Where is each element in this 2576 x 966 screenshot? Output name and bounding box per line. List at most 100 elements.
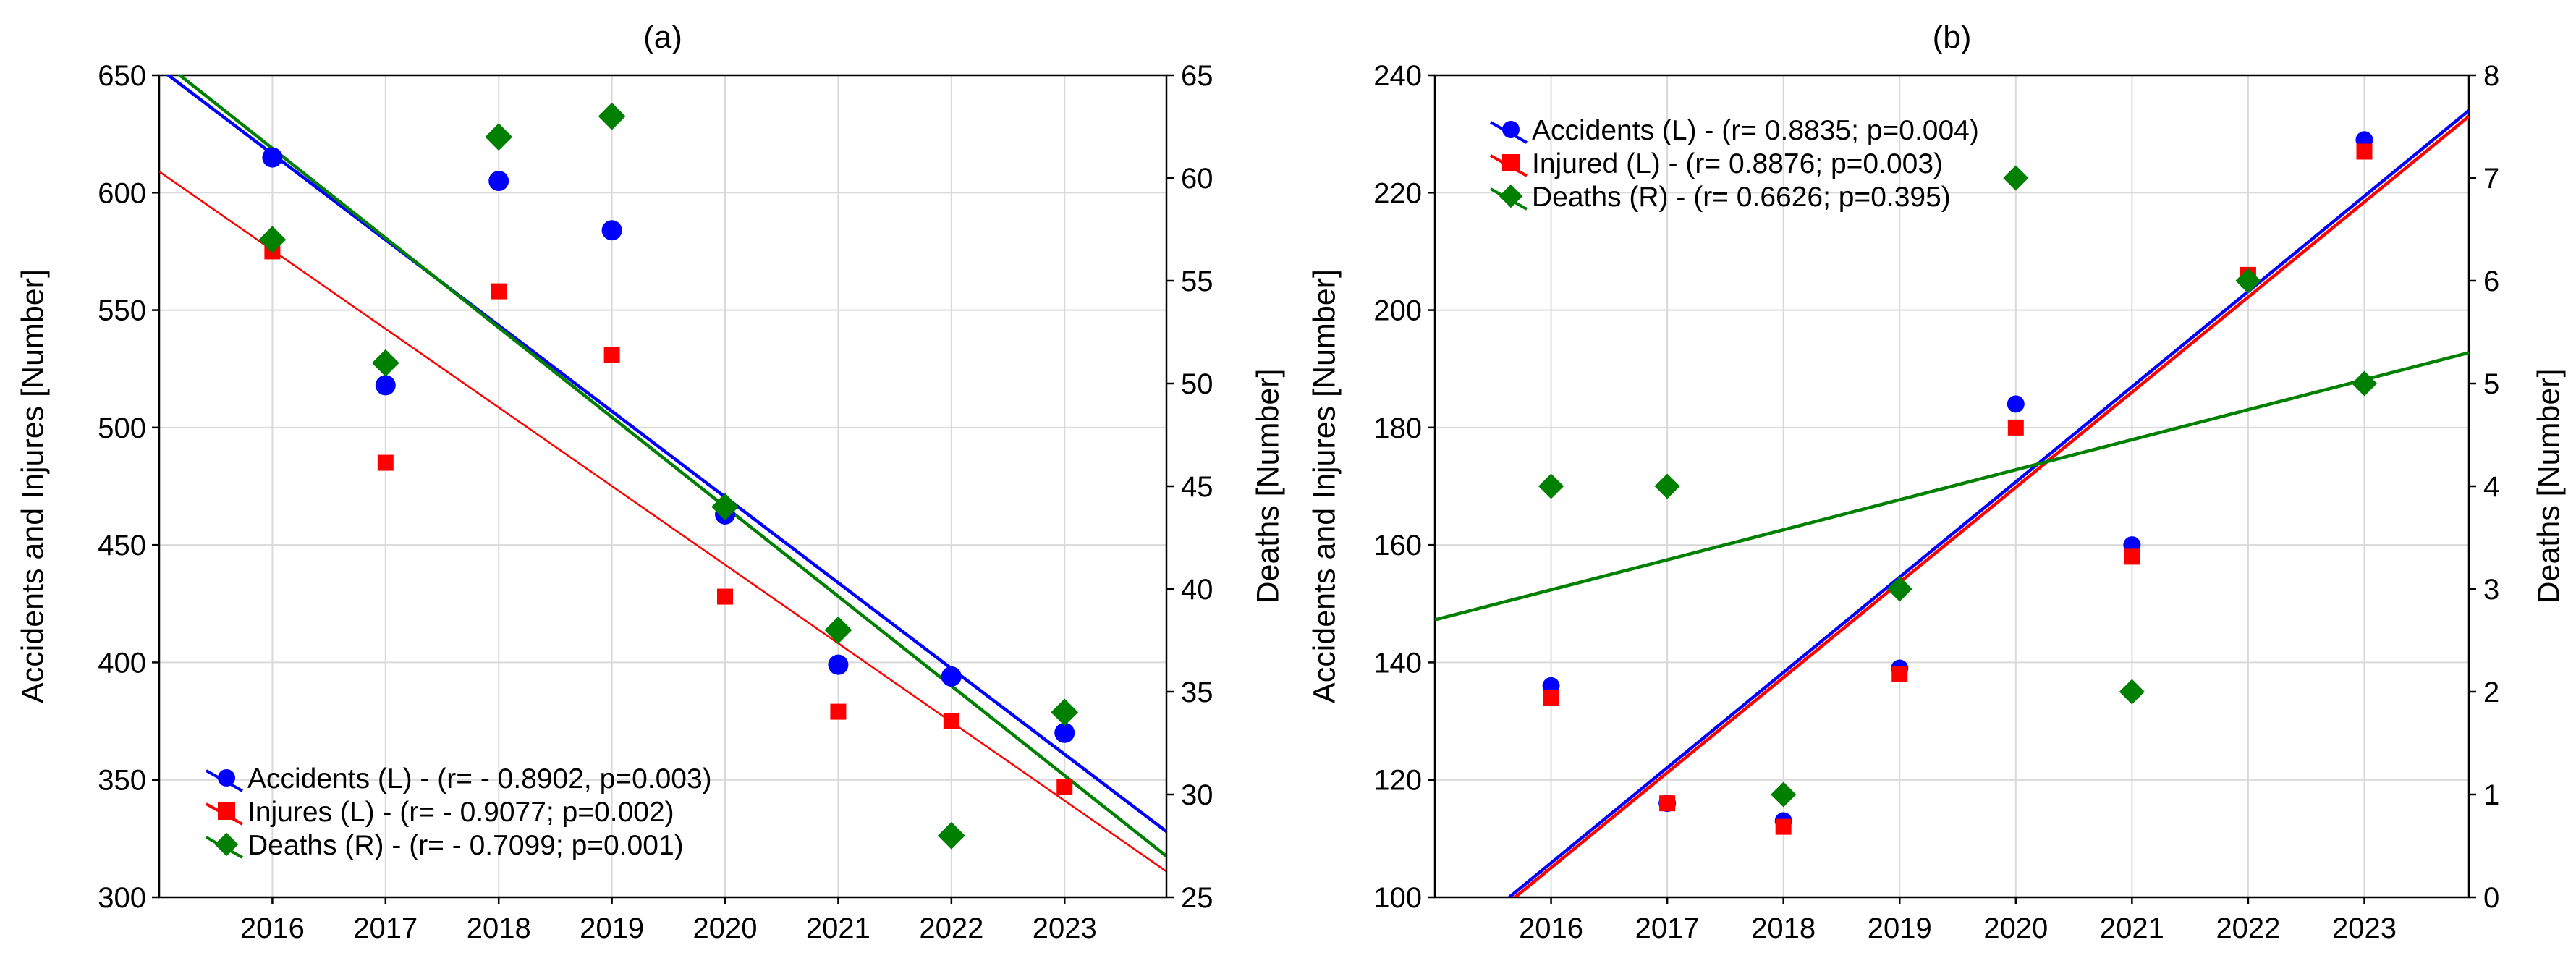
x-tick-label: 2017 xyxy=(1635,912,1700,944)
data-point xyxy=(601,220,622,241)
trend-line xyxy=(1514,115,2469,897)
data-point xyxy=(828,654,849,675)
y-right-tick-label: 60 xyxy=(1181,163,1213,195)
legend-marker xyxy=(218,802,235,820)
y-right-tick-label: 3 xyxy=(2483,574,2499,606)
data-point xyxy=(262,147,283,168)
data-point xyxy=(1886,576,1912,602)
y-right-tick-label: 7 xyxy=(2483,163,2499,195)
x-tick-label: 2020 xyxy=(693,912,758,944)
gridlines xyxy=(159,75,1166,898)
legend-label: Injures (L) - (r= - 0.9077; p=0.002) xyxy=(247,797,674,828)
y-left-tick-label: 160 xyxy=(1373,530,1422,562)
x-tick-label: 2018 xyxy=(1751,912,1816,944)
x-tick-label: 2021 xyxy=(806,912,870,944)
y-left-tick-label: 100 xyxy=(1373,882,1422,914)
data-point xyxy=(711,493,739,521)
y-left-tick-label: 200 xyxy=(1373,295,1422,327)
data-point xyxy=(1056,779,1073,795)
data-point xyxy=(1543,690,1559,706)
y-left-tick-label: 550 xyxy=(98,295,146,327)
trend-line xyxy=(166,75,1166,833)
data-point xyxy=(824,616,852,644)
data-point xyxy=(598,102,626,130)
x-tick-label: 2020 xyxy=(1983,912,2048,944)
y-left-tick-label: 600 xyxy=(98,177,146,209)
y-right-tick-label: 40 xyxy=(1181,574,1213,606)
trend-line xyxy=(1435,351,2469,622)
legend-label: Deaths (R) - (r= - 0.7099; p=0.001) xyxy=(247,830,684,861)
data-point xyxy=(1659,795,1676,812)
y-right-tick-label: 35 xyxy=(1181,677,1213,708)
data-point xyxy=(377,454,394,471)
y-right-tick-label: 55 xyxy=(1181,266,1213,297)
y-left-tick-label: 120 xyxy=(1373,765,1422,797)
data-point xyxy=(2356,143,2373,160)
y-right-tick-label: 50 xyxy=(1181,368,1213,400)
data-point xyxy=(2351,370,2378,397)
y-right-tick-label: 30 xyxy=(1181,779,1213,811)
data-point xyxy=(375,375,396,396)
y-axis-label-left: Accidents and Injures [Number] xyxy=(15,269,50,703)
x-tick-label: 2022 xyxy=(919,912,983,944)
trend-line xyxy=(159,171,1166,873)
legend-label: Injured (L) - (r= 0.8876; p=0.003) xyxy=(1532,148,1943,179)
data-points xyxy=(258,102,1079,850)
trend-line xyxy=(1508,109,2469,897)
x-tick-label: 2022 xyxy=(2216,912,2280,944)
x-tick-label: 2019 xyxy=(1868,912,1932,944)
x-tick-label: 2016 xyxy=(240,912,305,944)
legend: Accidents (L) - (r= 0.8835; p=0.004)Inju… xyxy=(1490,115,1979,213)
y-right-tick-label: 65 xyxy=(1181,60,1213,92)
x-tick-label: 2023 xyxy=(1033,912,1097,944)
y-left-tick-label: 220 xyxy=(1373,177,1422,209)
data-point xyxy=(941,666,962,687)
data-point xyxy=(488,171,509,192)
y-right-tick-label: 8 xyxy=(2483,60,2499,92)
legend: Accidents (L) - (r= - 0.8902, p=0.003)In… xyxy=(206,763,712,861)
data-point xyxy=(371,349,399,377)
legend-marker xyxy=(1502,121,1520,138)
data-points xyxy=(1538,131,2378,835)
x-tick-label: 2017 xyxy=(353,912,418,944)
legend-label: Accidents (L) - (r= 0.8835; p=0.004) xyxy=(1532,115,1979,146)
y-right-tick-label: 6 xyxy=(2483,266,2499,297)
data-point xyxy=(2007,395,2025,413)
legend-label: Accidents (L) - (r= - 0.8902, p=0.003) xyxy=(247,763,712,795)
y-left-tick-label: 350 xyxy=(98,765,146,797)
y-left-tick-label: 650 xyxy=(98,60,146,92)
x-tick-label: 2023 xyxy=(2332,912,2397,944)
x-tick-label: 2018 xyxy=(467,912,531,944)
data-point xyxy=(717,588,734,605)
y-left-tick-label: 450 xyxy=(98,530,146,562)
x-tick-label: 2021 xyxy=(2100,912,2164,944)
y-right-tick-label: 45 xyxy=(1181,471,1213,503)
trend-line xyxy=(177,75,1166,857)
data-point xyxy=(937,821,965,850)
data-point xyxy=(830,703,847,720)
y-right-tick-label: 2 xyxy=(2483,677,2499,708)
y-left-tick-label: 500 xyxy=(98,412,146,444)
y-axis-label-left: Accidents and Injures [Number] xyxy=(1307,269,1342,703)
data-point xyxy=(1654,473,1680,499)
data-point xyxy=(1051,698,1079,726)
y-left-tick-label: 180 xyxy=(1373,412,1422,444)
y-left-tick-label: 300 xyxy=(98,882,146,914)
data-point xyxy=(1891,666,1908,682)
data-point xyxy=(943,713,959,729)
chart-title: (a) xyxy=(643,20,682,55)
y-left-tick-label: 240 xyxy=(1373,60,1422,92)
y-axis-label-right: Deaths [Number] xyxy=(1250,368,1285,603)
legend-label: Deaths (R) - (r= 0.6626; p=0.395) xyxy=(1532,182,1951,213)
data-point xyxy=(1771,781,1797,808)
data-point xyxy=(2235,268,2261,294)
x-tick-label: 2019 xyxy=(580,912,644,944)
data-point xyxy=(485,123,513,151)
legend-marker xyxy=(1502,154,1520,171)
data-point xyxy=(1538,473,1564,499)
y-left-tick-label: 400 xyxy=(98,647,146,679)
y-axis-label-right: Deaths [Number] xyxy=(2531,368,2566,603)
data-point xyxy=(491,283,507,300)
y-right-tick-label: 5 xyxy=(2483,368,2499,400)
